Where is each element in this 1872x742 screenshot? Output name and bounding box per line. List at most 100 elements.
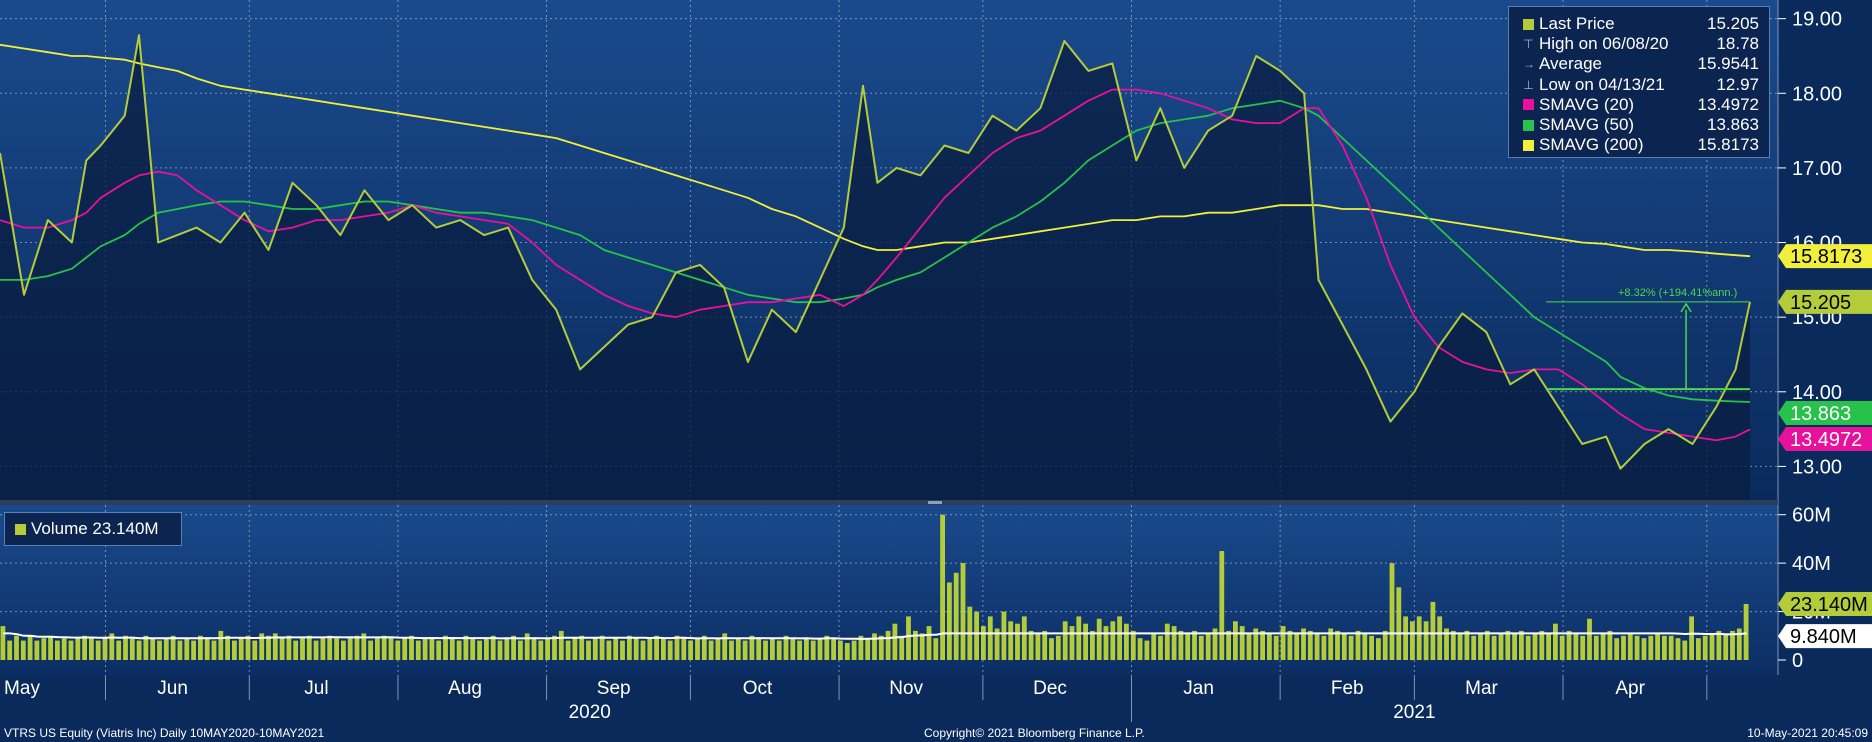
volume-bar <box>89 638 94 660</box>
volume-bar <box>817 638 823 660</box>
volume-bar <box>892 623 898 660</box>
panel-divider-handle[interactable] <box>928 501 942 504</box>
volume-bar <box>136 640 142 660</box>
volume-bar <box>1682 640 1688 660</box>
average-marker-icon: → <box>1523 57 1535 72</box>
price-tick-label: 14.00 <box>1792 382 1842 404</box>
panel-divider[interactable] <box>0 500 1778 505</box>
volume-bar <box>1553 623 1558 660</box>
last-price-area <box>0 35 1750 500</box>
volume-tick-label: 40M <box>1792 553 1831 575</box>
volume-bar <box>395 640 401 660</box>
volume-bar <box>599 635 605 660</box>
volume-bar <box>41 638 47 660</box>
volume-bar <box>123 635 128 660</box>
year-label: 2020 <box>569 702 611 723</box>
legend-value: 15.205 <box>1707 14 1759 33</box>
volume-bar <box>422 638 428 660</box>
volume-bar <box>511 635 516 660</box>
volume-bar <box>572 638 578 660</box>
price-value-tag-shape <box>1778 244 1872 269</box>
volume-bar <box>272 633 278 660</box>
volume-bar <box>1539 630 1545 660</box>
volume-bar <box>354 635 360 660</box>
volume-bar <box>1348 635 1354 660</box>
legend-item: SMAVG (20) 13.4972 <box>1523 95 1759 115</box>
volume-bar <box>1151 633 1157 660</box>
volume-bar <box>1219 551 1225 660</box>
volume-bar <box>1294 633 1300 660</box>
volume-bar <box>919 633 925 660</box>
volume-bar <box>851 640 857 660</box>
volume-bar <box>695 638 700 660</box>
legend-item: ⊤ High on 06/08/20 18.78 <box>1523 34 1759 54</box>
volume-bar <box>899 635 905 660</box>
volume-value-tag-text: 23.140M <box>1790 594 1868 616</box>
volume-bar <box>218 630 224 660</box>
volume-bar <box>163 638 169 660</box>
volume-bar <box>1593 635 1599 660</box>
volume-bar <box>729 640 734 660</box>
volume-bar <box>361 633 367 660</box>
price-tick-label: 17.00 <box>1792 158 1842 180</box>
value-tags: 15.8173 15.205 13.863 13.4972 23.140M 9.840M <box>1778 244 1872 649</box>
volume-bar <box>477 640 482 660</box>
volume-bar <box>1185 633 1191 660</box>
volume-bar <box>974 611 979 660</box>
volume-bar <box>20 640 26 660</box>
price-value-tag-text: 13.863 <box>1790 403 1851 425</box>
volume-bar <box>1655 633 1660 660</box>
price-area <box>0 35 1750 500</box>
volume-bar <box>1260 630 1265 660</box>
volume-bar <box>1158 635 1163 660</box>
volume-bar <box>763 640 768 660</box>
price-tick-label: 18.00 <box>1792 83 1842 105</box>
volume-bar <box>116 640 122 660</box>
volume-bar <box>1743 604 1749 660</box>
volume-bar <box>1124 623 1129 660</box>
volume-bar <box>872 633 877 660</box>
legend-item: Last Price 15.205 <box>1523 14 1759 34</box>
volume-bar <box>1069 626 1075 660</box>
performance-annotation: +8.32% (+194.41%ann.) <box>1546 287 1750 391</box>
legend-value: 15.9541 <box>1697 54 1759 74</box>
volume-bar <box>204 638 210 660</box>
series-line-smavg-200 <box>0 43 1751 258</box>
price-value-tag-text: 15.8173 <box>1790 246 1862 268</box>
volume-bar <box>1580 635 1586 660</box>
volume-legend-label: Volume 23.140M <box>31 519 159 538</box>
volume-bar <box>987 616 993 660</box>
month-label: Feb <box>1331 678 1364 699</box>
volume-bar <box>1049 638 1054 660</box>
volume-value-tag-shape <box>1778 624 1872 649</box>
volume-bar <box>436 640 442 660</box>
year-label: 2021 <box>1393 702 1435 723</box>
legend-label: Average <box>1539 54 1603 74</box>
volume-bars <box>0 514 1749 661</box>
volume-bar <box>1253 628 1259 660</box>
volume-bar <box>518 640 523 660</box>
series-line-last-price <box>0 34 1751 470</box>
volume-bar <box>1062 621 1068 661</box>
volume-value-tag-shape <box>1778 591 1872 616</box>
volume-bar <box>1035 633 1041 660</box>
volume-bar <box>994 628 1000 660</box>
volume-bar <box>306 635 312 660</box>
volume-bar <box>1341 633 1347 660</box>
volume-bar <box>470 638 476 660</box>
volume-bar <box>7 640 13 660</box>
legend-value: 15.8173 <box>1697 135 1759 155</box>
volume-bar <box>375 638 380 660</box>
legend-swatch <box>1523 18 1534 30</box>
volume-bar <box>409 635 414 660</box>
legend-value: 13.863 <box>1707 115 1759 135</box>
volume-bar <box>381 635 387 660</box>
volume-bar <box>592 638 598 660</box>
volume-bar <box>1566 630 1572 660</box>
volume-bar <box>313 640 319 660</box>
volume-bar <box>129 638 135 660</box>
volume-bar <box>1668 635 1674 660</box>
volume-swatch <box>15 523 26 535</box>
price-value-tag-text: 15.205 <box>1790 292 1851 314</box>
price-value-tag-text: 13.4972 <box>1790 429 1862 451</box>
